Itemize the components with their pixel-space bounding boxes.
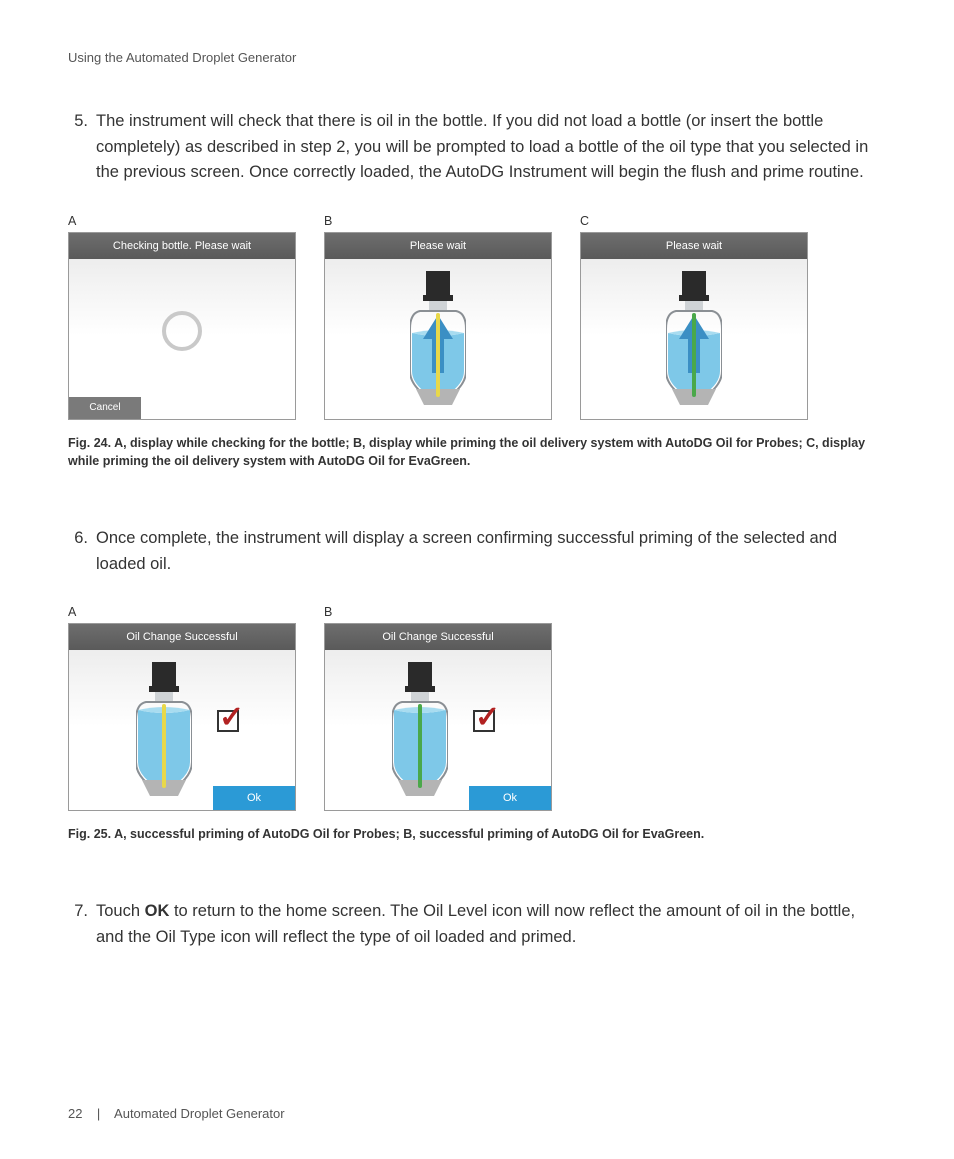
screen-checking-bottle: Checking bottle. Please wait Cancel [68,232,296,420]
figure-25-row: A Oil Change Successful [68,605,886,811]
fig25-col-b: B Oil Change Successful [324,605,552,811]
bottle-icon [662,271,726,406]
bottle-icon [388,662,452,797]
step-5: 5. The instrument will check that there … [68,109,886,186]
stripe-evagreen-icon [692,313,696,397]
figure-24-caption: Fig. 24. A, display while checking for t… [68,434,886,470]
screen-priming-evagreen: Please wait [580,232,808,420]
bottle-cap-icon [408,662,432,688]
step-7-bold: OK [145,902,170,920]
ok-button[interactable]: Ok [213,786,295,810]
bottle-cap-icon [682,271,706,297]
footer-separator: | [97,1106,100,1121]
step-7-number: 7. [68,899,96,950]
figure-25-caption: Fig. 25. A, successful priming of AutoDG… [68,825,886,843]
fig24-col-a: A Checking bottle. Please wait Cancel [68,214,296,420]
screen-success-evagreen: Oil Change Successful ✓ [324,623,552,811]
step-7-post: to return to the home screen. The Oil Le… [96,902,855,946]
page-footer: 22 | Automated Droplet Generator [68,1106,285,1121]
bottle-cap-icon [426,271,450,297]
figure-24-row: A Checking bottle. Please wait Cancel B … [68,214,886,420]
step-5-text: The instrument will check that there is … [96,109,886,186]
fig25-col-a: A Oil Change Successful [68,605,296,811]
bottle-icon [406,271,470,406]
footer-page-number: 22 [68,1106,82,1121]
stripe-probes-icon [436,313,440,397]
checkmark-icon: ✓ [475,709,500,727]
fig24-label-c: C [580,214,808,228]
fig24-col-c: C Please wait [580,214,808,420]
fig25-label-b: B [324,605,552,619]
bottle-icon [132,662,196,797]
stripe-evagreen-icon [418,704,422,788]
checkmark-icon: ✓ [219,709,244,727]
page-header: Using the Automated Droplet Generator [68,50,886,65]
step-6: 6. Once complete, the instrument will di… [68,526,886,577]
step-7-pre: Touch [96,902,145,920]
stripe-probes-icon [162,704,166,788]
screen-priming-probes: Please wait [324,232,552,420]
footer-title: Automated Droplet Generator [114,1106,285,1121]
spinner-icon [162,311,202,351]
step-7-text: Touch OK to return to the home screen. T… [96,899,886,950]
step-6-number: 6. [68,526,96,577]
screen-success-probes: Oil Change Successful ✓ [68,623,296,811]
screen-a-title: Checking bottle. Please wait [69,233,295,259]
bottle-cap-icon [152,662,176,688]
cancel-button[interactable]: Cancel [69,397,141,419]
step-5-number: 5. [68,109,96,186]
step-6-text: Once complete, the instrument will displ… [96,526,886,577]
fig25-label-a: A [68,605,296,619]
fig24-col-b: B Please wait [324,214,552,420]
fig24-label-a: A [68,214,296,228]
screen25a-title: Oil Change Successful [69,624,295,650]
fig24-label-b: B [324,214,552,228]
screen25b-title: Oil Change Successful [325,624,551,650]
screen-b-title: Please wait [325,233,551,259]
step-7: 7. Touch OK to return to the home screen… [68,899,886,950]
screen-c-title: Please wait [581,233,807,259]
ok-button[interactable]: Ok [469,786,551,810]
